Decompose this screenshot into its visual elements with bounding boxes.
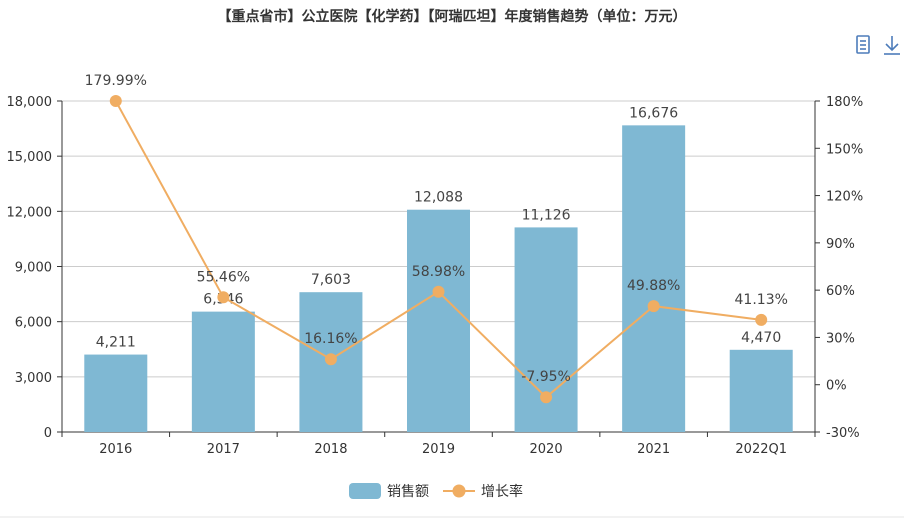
data-view-button[interactable] xyxy=(856,35,870,54)
bar-label-2022Q1: 4,470 xyxy=(741,330,781,346)
growth-point-2017 xyxy=(217,291,230,304)
y-right-tick-label: 120% xyxy=(826,190,863,205)
bar-2021 xyxy=(622,125,686,432)
bar-2017 xyxy=(191,311,255,432)
bar-label-2020: 11,126 xyxy=(522,207,571,223)
bar-label-2019: 12,088 xyxy=(414,190,463,206)
y-left-tick-label: 3,000 xyxy=(15,371,52,386)
growth-point-2016 xyxy=(109,95,122,108)
y-left-tick-label: 18,000 xyxy=(7,95,53,110)
growth-point-2021 xyxy=(647,300,660,313)
y-left-tick-label: 9,000 xyxy=(15,261,52,276)
growth-label-2020: -7.95% xyxy=(521,369,571,385)
x-tick-label-2020: 2020 xyxy=(530,442,563,457)
y-left-tick-label: 12,000 xyxy=(7,205,53,220)
x-tick-label-2018: 2018 xyxy=(314,442,347,457)
growth-point-2020 xyxy=(540,391,553,404)
legend-item-sales[interactable]: 销售额 xyxy=(349,483,429,500)
growth-point-2019 xyxy=(432,285,445,298)
growth-label-2019: 58.98% xyxy=(412,264,465,280)
y-right-tick-label: 60% xyxy=(826,284,855,299)
line-labels: 179.99% 55.46% 16.16% 58.98% -7.95% 49.88% 41.… xyxy=(85,73,788,385)
axis-layer: 0 3,000 6,000 9,000 12,000 15,000 18,000 -30% 0%… xyxy=(7,95,864,457)
x-tick-label-2017: 2017 xyxy=(207,442,240,457)
y-left-tick-label: 15,000 xyxy=(7,150,53,165)
bar-label-2021: 16,676 xyxy=(629,105,678,121)
growth-label-2017: 55.46% xyxy=(197,269,250,285)
y-right-tick-label: 90% xyxy=(826,237,855,252)
y-left-tick-label: 6,000 xyxy=(15,316,52,331)
growth-label-2021: 49.88% xyxy=(627,278,680,294)
bar-label-2016: 4,211 xyxy=(96,335,136,351)
line-series xyxy=(109,95,768,404)
bar-label-2018: 7,603 xyxy=(311,272,351,288)
y-left-tick-label: 0 xyxy=(44,426,52,441)
legend-growth-label: 增长率 xyxy=(481,483,523,500)
y-right-tick-label: -30% xyxy=(826,426,860,441)
legend-item-growth[interactable]: 增长率 xyxy=(443,483,523,500)
legend-sales-label: 销售额 xyxy=(387,484,429,500)
download-button[interactable] xyxy=(884,36,900,55)
growth-point-2018 xyxy=(324,353,337,366)
y-right-tick-label: 30% xyxy=(826,331,855,346)
x-tick-label-2022Q1: 2022Q1 xyxy=(735,442,787,457)
download-icon xyxy=(884,36,900,55)
bar-2022Q1 xyxy=(729,349,793,432)
y-right-tick-label: 0% xyxy=(826,379,847,394)
y-right-tick-label: 180% xyxy=(826,95,863,110)
x-tick-label-2021: 2021 xyxy=(637,442,670,457)
data-view-icon xyxy=(856,35,870,54)
growth-label-2016: 179.99% xyxy=(85,73,147,89)
x-tick-label-2019: 2019 xyxy=(422,442,455,457)
legend-sales-swatch xyxy=(349,483,381,499)
growth-point-2022Q1 xyxy=(755,313,768,326)
bar-2016 xyxy=(84,354,148,432)
x-tick-label-2016: 2016 xyxy=(99,442,132,457)
y-right-tick-label: 150% xyxy=(826,142,863,157)
legend-growth-marker xyxy=(452,484,466,498)
bar-2019 xyxy=(407,209,470,432)
chart-title: 【重点省市】公立医院【化学药】【阿瑞匹坦】年度销售趋势（单位：万元） xyxy=(218,8,687,25)
growth-label-2022Q1: 41.13% xyxy=(735,292,788,308)
growth-label-2018: 16.16% xyxy=(304,331,357,347)
